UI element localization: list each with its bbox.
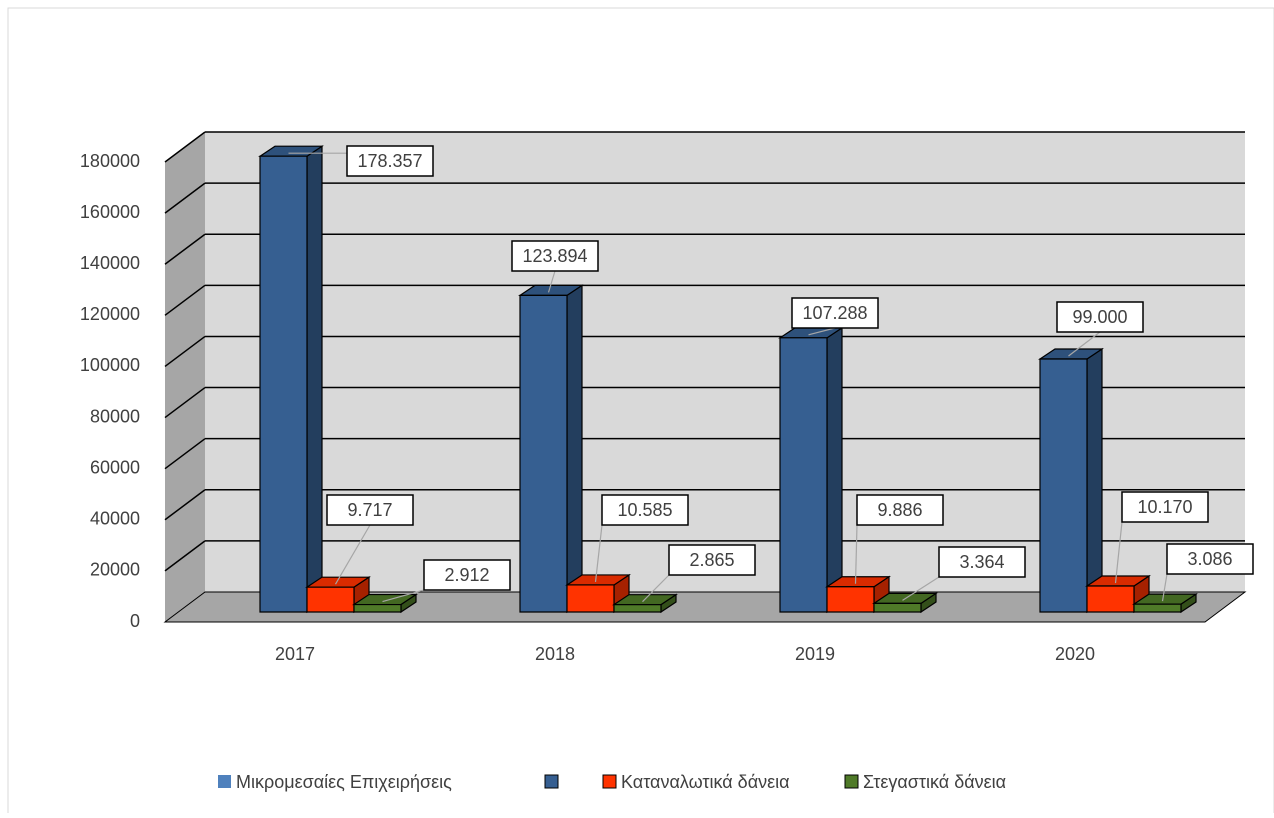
data-label-box <box>511 240 599 272</box>
bar-face <box>306 586 355 613</box>
data-label-box <box>326 494 414 526</box>
grid-line <box>164 233 206 265</box>
legend-swatch <box>218 775 231 788</box>
bar-face <box>1133 603 1182 613</box>
legend: Μικρομεσαίες Επιχειρήσεις Καταναλωτικά δ… <box>218 772 1006 792</box>
data-label-box <box>668 544 756 576</box>
bar-face <box>259 155 308 613</box>
data-label: 10.585 <box>617 500 672 520</box>
leader-line <box>1161 573 1168 602</box>
leader-line <box>1114 521 1123 584</box>
legend-swatch <box>544 774 559 789</box>
y-tick-label: 40000 <box>90 509 140 529</box>
leader-line <box>854 524 858 584</box>
y-tick-label: 60000 <box>90 457 140 477</box>
data-label: 99.000 <box>1072 307 1127 327</box>
bar-face <box>779 337 828 613</box>
leader-line <box>902 576 940 601</box>
bar-face <box>613 604 662 613</box>
y-tick-label: 100000 <box>80 355 140 375</box>
side-wall <box>165 132 205 622</box>
legend-swatch <box>602 774 617 789</box>
data-label: 3.086 <box>1187 549 1232 569</box>
floor <box>163 591 1247 623</box>
y-tick-label: 20000 <box>90 560 140 580</box>
leader-line <box>594 524 603 583</box>
y-tick-label: 140000 <box>80 253 140 273</box>
y-tick-label: 180000 <box>80 151 140 171</box>
y-tick-label: 0 <box>130 611 140 631</box>
data-label: 123.894 <box>522 246 587 266</box>
leader-line <box>382 589 425 603</box>
bar-face <box>566 284 583 614</box>
data-label-box <box>856 494 944 526</box>
bar-face <box>519 294 568 613</box>
leader-line <box>547 270 556 293</box>
leader-line <box>808 327 836 336</box>
bar-face <box>1039 358 1088 613</box>
data-label-box <box>423 559 511 591</box>
data-label: 2.865 <box>689 550 734 570</box>
x-tick-label: 2020 <box>1055 644 1095 664</box>
data-label: 10.170 <box>1137 497 1192 517</box>
grid-line <box>164 386 206 419</box>
legend-swatch <box>844 774 859 789</box>
bar-face <box>826 326 843 614</box>
data-label: 9.717 <box>347 500 392 520</box>
legend-label: Καταναλωτικά δάνεια <box>621 772 790 792</box>
x-tick-label: 2019 <box>795 644 835 664</box>
data-label-box <box>1166 543 1254 575</box>
bar-face <box>306 145 323 614</box>
bar <box>778 326 844 614</box>
data-label: 3.364 <box>959 552 1004 572</box>
data-label-box <box>346 145 434 177</box>
data-label: 107.288 <box>802 303 867 323</box>
data-label: 178.357 <box>357 151 422 171</box>
x-tick-label: 2018 <box>535 644 575 664</box>
bar-face <box>1086 585 1135 613</box>
bar-face <box>826 586 875 613</box>
grid-line <box>164 335 206 368</box>
y-tick-label: 120000 <box>80 304 140 324</box>
x-tick-label: 2017 <box>275 644 315 664</box>
bar-face <box>1086 347 1103 614</box>
bar <box>1038 347 1104 614</box>
grid-line <box>164 182 206 214</box>
legend-label: Στεγαστικά δάνεια <box>863 772 1006 792</box>
data-label: 9.886 <box>877 500 922 520</box>
leader-line <box>334 524 371 585</box>
bar <box>258 145 324 614</box>
leader-line <box>642 574 670 603</box>
bar-face <box>566 584 615 613</box>
leader-line <box>1068 331 1101 357</box>
bar <box>518 284 584 614</box>
grid-line <box>164 438 206 470</box>
data-label: 2.912 <box>444 565 489 585</box>
legend-label: Μικρομεσαίες Επιχειρήσεις <box>236 772 452 792</box>
data-label-box <box>938 546 1026 578</box>
data-label-box <box>601 494 689 526</box>
grid-line <box>164 540 206 572</box>
y-tick-label: 80000 <box>90 406 140 426</box>
bar-face <box>353 603 402 613</box>
grid-line <box>164 131 206 163</box>
bar-face <box>873 602 922 613</box>
back-wall <box>205 132 1245 592</box>
bar <box>1132 592 1198 614</box>
grid-line <box>164 489 206 521</box>
data-label-box <box>791 297 879 329</box>
data-label-box <box>1056 301 1144 333</box>
grid-line <box>164 284 206 316</box>
y-tick-label: 160000 <box>80 202 140 222</box>
data-label-box <box>1121 491 1209 523</box>
